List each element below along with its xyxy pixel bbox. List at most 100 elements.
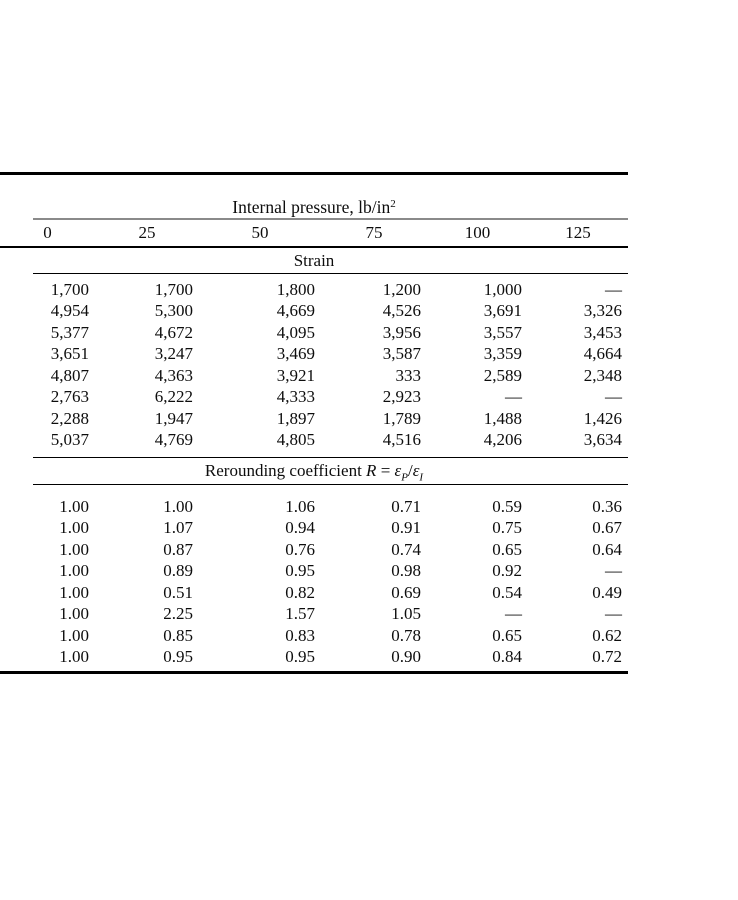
table-cell: 5,300 <box>154 301 193 321</box>
table-cell: 2,923 <box>382 387 421 407</box>
table-cell: 3,634 <box>583 430 622 450</box>
epsilon-glyph: ε <box>394 461 402 480</box>
table-cell: 4,333 <box>276 387 315 407</box>
epsilon-i: εI <box>412 461 424 484</box>
table-cell: 0.84 <box>492 647 522 667</box>
table-cell: 0.64 <box>592 539 622 559</box>
table-cell: — <box>605 561 622 581</box>
column-headers: 0 25 50 75 100 125 <box>0 220 628 246</box>
table-cell: 4,363 <box>154 365 193 385</box>
table-cell: 0.74 <box>391 539 421 559</box>
column-header-25: 25 <box>138 223 156 242</box>
table-cell: 4,807 <box>50 365 89 385</box>
table-cell: — <box>605 279 622 299</box>
rerounding-title-text: Rerounding coefficient <box>204 461 362 480</box>
table-cell: 0.76 <box>285 539 315 559</box>
table-cell: 2.25 <box>163 604 193 624</box>
table-cell: 0.71 <box>391 496 421 516</box>
table-cell: 0.72 <box>592 647 622 667</box>
strain-bottom-rule <box>33 457 628 458</box>
table-cell: 0.90 <box>391 647 421 667</box>
table-cell: 3,359 <box>483 344 522 364</box>
table-cell: 2,288 <box>50 408 89 428</box>
table-cell: 0.91 <box>391 518 421 538</box>
table-cell: 0.51 <box>163 582 193 602</box>
table-row: 1.00 2.25 1.57 1.05 — — <box>0 604 628 626</box>
table-cell: 0.98 <box>391 561 421 581</box>
table-cell: 3,326 <box>583 301 622 321</box>
table-cell: 0.36 <box>592 496 622 516</box>
table-cell: 1,897 <box>276 408 315 428</box>
table-cell: 4,669 <box>276 301 315 321</box>
table-cell: — <box>605 387 622 407</box>
table-cell: 1.00 <box>59 625 89 645</box>
table-cell: 2,763 <box>50 387 89 407</box>
table-cell: 1,947 <box>154 408 193 428</box>
table-cell: 0.49 <box>592 582 622 602</box>
table-cell: 0.65 <box>492 625 522 645</box>
table-cell: — <box>505 387 522 407</box>
table-cell: 1,000 <box>483 279 522 299</box>
table-bottom-rule <box>0 671 628 674</box>
table-cell: 1,426 <box>583 408 622 428</box>
table-cell: 4,769 <box>154 430 193 450</box>
subscript-i: I <box>419 471 424 484</box>
table-cell: 1.00 <box>59 496 89 516</box>
table-row: 2,288 1,947 1,897 1,789 1,488 1,426 <box>0 408 628 430</box>
table-cell: 3,453 <box>583 322 622 342</box>
table-cell: 0.94 <box>285 518 315 538</box>
table-cell: 0.54 <box>492 582 522 602</box>
table-cell: 1,488 <box>483 408 522 428</box>
table-cell: 1.00 <box>59 582 89 602</box>
column-header-100: 100 <box>464 223 491 242</box>
table-cell: 0.75 <box>492 518 522 538</box>
table-row: 4,954 5,300 4,669 4,526 3,691 3,326 <box>0 301 628 323</box>
table-row: 1.00 0.95 0.95 0.90 0.84 0.72 <box>0 647 628 669</box>
table-cell: 3,469 <box>276 344 315 364</box>
table-cell: 4,206 <box>483 430 522 450</box>
table-cell: 3,247 <box>154 344 193 364</box>
table-cell: 1.05 <box>391 604 421 624</box>
column-header-50: 50 <box>251 223 269 242</box>
epsilon-glyph: ε <box>412 461 420 480</box>
table-cell: 1.00 <box>59 539 89 559</box>
table-cell: 6,222 <box>154 387 193 407</box>
rerounding-section-title: Rerounding coefficient R = εP/εI <box>0 458 628 484</box>
table-cell: 3,557 <box>483 322 522 342</box>
table-row: 1,700 1,700 1,800 1,200 1,000 — <box>0 279 628 301</box>
table-row: 4,807 4,363 3,921 333 2,589 2,348 <box>0 365 628 387</box>
strain-title-rule <box>33 273 628 274</box>
table-cell: 4,526 <box>382 301 421 321</box>
table-cell: 1.00 <box>59 518 89 538</box>
table-cell: 0.59 <box>492 496 522 516</box>
table-cell: 3,587 <box>382 344 421 364</box>
table-row: 1.00 0.89 0.95 0.98 0.92 — <box>0 561 628 583</box>
table-cell: 2,589 <box>483 365 522 385</box>
pressure-unit-exponent: 2 <box>390 198 396 210</box>
table-cell: 3,651 <box>50 344 89 364</box>
table-cell: 1.06 <box>285 496 315 516</box>
table-cell: 1.00 <box>59 604 89 624</box>
table-cell: 1.57 <box>285 604 315 624</box>
table-row: 5,037 4,769 4,805 4,516 4,206 3,634 <box>0 430 628 452</box>
table-cell: 0.92 <box>492 561 522 581</box>
table-cell: 0.95 <box>163 647 193 667</box>
table-cell: 2,348 <box>583 365 622 385</box>
subscript-p: P <box>401 471 408 484</box>
header-bottom-rule <box>0 246 628 248</box>
table-cell: 1.00 <box>59 561 89 581</box>
table-cell: — <box>505 604 522 624</box>
table-cell: 1.00 <box>163 496 193 516</box>
epsilon-p: εP <box>394 461 408 484</box>
table-cell: 3,921 <box>276 365 315 385</box>
table-cell: 4,805 <box>276 430 315 450</box>
table-cell: 4,095 <box>276 322 315 342</box>
table-cell: 4,664 <box>583 344 622 364</box>
table-row: 1.00 0.87 0.76 0.74 0.65 0.64 <box>0 539 628 561</box>
table-cell: 0.95 <box>285 647 315 667</box>
column-header-125: 125 <box>565 223 591 242</box>
table-row: 1.00 1.07 0.94 0.91 0.75 0.67 <box>0 518 628 540</box>
table-cell: 5,377 <box>50 322 89 342</box>
table-row: 3,651 3,247 3,469 3,587 3,359 4,664 <box>0 344 628 366</box>
